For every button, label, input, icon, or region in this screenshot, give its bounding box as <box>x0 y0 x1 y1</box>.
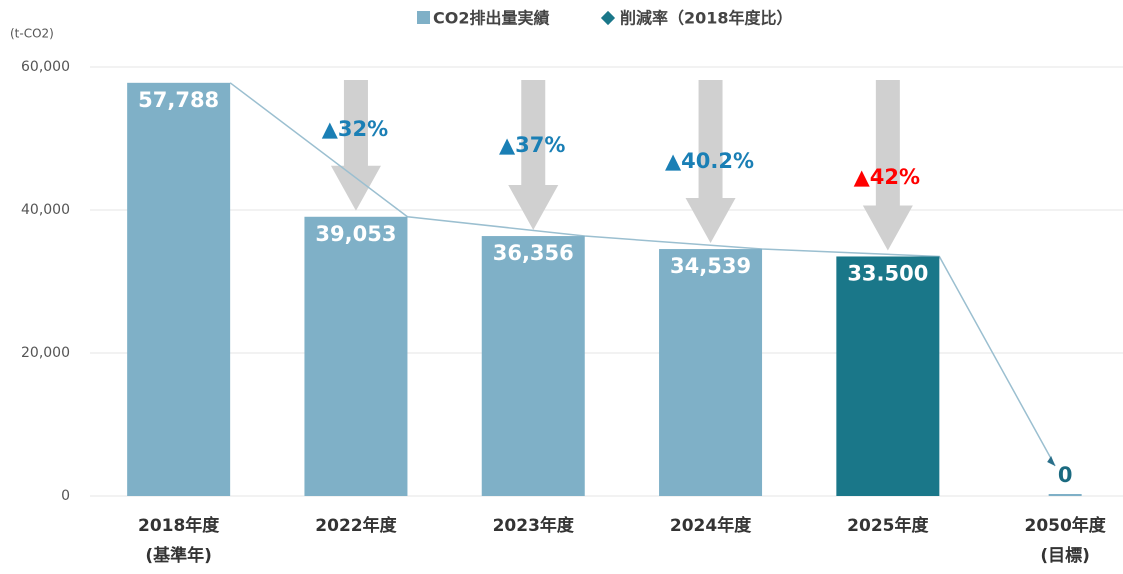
y-tick-label: 40,000 <box>21 202 70 218</box>
rate-label: ▲42% <box>854 165 920 189</box>
bar <box>481 236 585 496</box>
rate-label: ▲37% <box>499 133 565 157</box>
value-label: 33.500 <box>847 261 928 285</box>
legend-swatch <box>600 10 616 26</box>
value-label: 36,356 <box>493 241 574 265</box>
x-tick-label: 2025年度 <box>847 515 929 536</box>
y-tick-label: 20,000 <box>21 345 70 361</box>
value-label: 57,788 <box>138 88 219 112</box>
x-tick-label: 2023年度 <box>493 515 575 536</box>
rate-label: ▲32% <box>322 117 388 141</box>
bar <box>659 249 763 496</box>
x-tick-label: 2022年度 <box>315 515 397 536</box>
x-tick-label: 2024年度 <box>670 515 752 536</box>
legend-label: CO2排出量実績 <box>433 9 549 28</box>
bar <box>1048 494 1082 496</box>
trend-line <box>229 82 1056 467</box>
unit-label: (t-CO2) <box>10 27 54 41</box>
bar <box>127 82 231 497</box>
x-tick-label: (基準年) <box>145 545 212 566</box>
x-tick-label: (目標) <box>1040 545 1090 566</box>
rate-label: ▲40.2% <box>665 149 754 173</box>
x-tick-label: 2018年度 <box>138 515 220 536</box>
x-tick-label: 2050年度 <box>1024 515 1106 536</box>
legend-swatch <box>417 11 430 24</box>
value-label: 0 <box>1058 463 1073 487</box>
trend-arrowhead <box>1047 456 1056 466</box>
reduction-arrow <box>508 80 559 231</box>
legend-label: 削減率（2018年度比） <box>620 9 793 28</box>
reduction-arrow <box>685 80 736 244</box>
value-label: 34,539 <box>670 254 751 278</box>
value-label: 39,053 <box>315 222 396 246</box>
bar <box>836 256 940 496</box>
reduction-arrow <box>862 80 913 251</box>
y-tick-label: 0 <box>61 488 70 504</box>
reduction-arrow <box>330 80 381 211</box>
bar <box>304 216 408 496</box>
y-tick-label: 60,000 <box>21 59 70 75</box>
